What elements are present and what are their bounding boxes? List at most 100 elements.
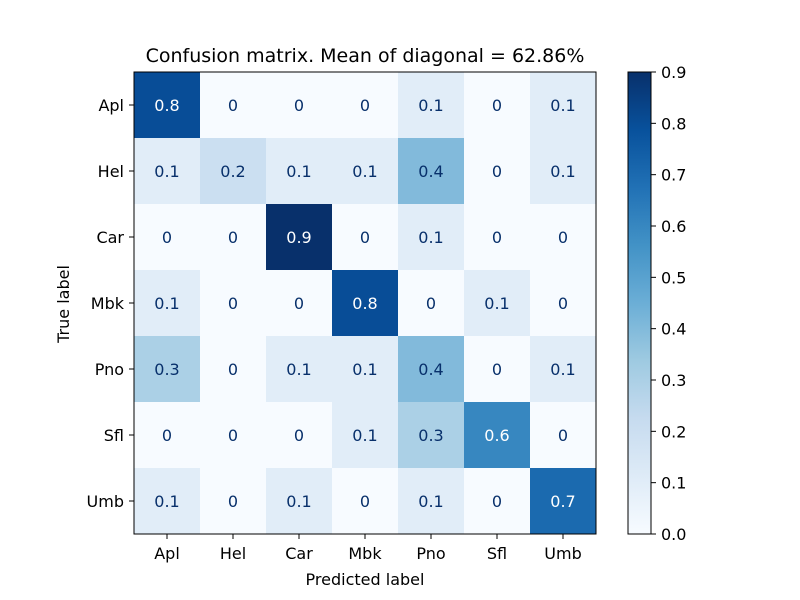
cell-value-label: 0.1 — [418, 228, 443, 247]
heatmap-cell — [332, 270, 399, 337]
heatmap-cell — [134, 270, 201, 337]
heatmap-cell — [266, 468, 333, 535]
heatmap-cell — [398, 270, 465, 337]
heatmap-cell — [200, 72, 267, 139]
heatmap-cells — [134, 72, 597, 535]
y-tick-label: Hel — [98, 162, 124, 181]
cell-value-label: 0.4 — [418, 360, 443, 379]
cell-value-label: 0.1 — [286, 360, 311, 379]
y-tick-label: Apl — [98, 96, 124, 115]
cell-value-label: 0.1 — [154, 162, 179, 181]
y-tick-label: Car — [96, 228, 124, 247]
cell-value-label: 0 — [558, 228, 568, 247]
heatmap-cell — [266, 138, 333, 205]
cell-value-label: 0 — [492, 360, 502, 379]
heatmap-cell — [530, 204, 597, 271]
cell-value-label: 0 — [492, 96, 502, 115]
heatmap-cell — [332, 402, 399, 469]
cell-value-label: 0 — [228, 294, 238, 313]
cell-value-label: 0.1 — [352, 360, 377, 379]
colorbar-tick-label: 0.1 — [661, 474, 686, 493]
y-tick-label: Sfl — [104, 426, 124, 445]
heatmap-cell — [200, 402, 267, 469]
cell-value-label: 0.1 — [484, 294, 509, 313]
heatmap-cell — [266, 402, 333, 469]
cell-value-label: 0.3 — [154, 360, 179, 379]
heatmap-cell — [134, 138, 201, 205]
cell-value-label: 0 — [228, 360, 238, 379]
x-axis-label: Predicted label — [306, 570, 425, 589]
heatmap-cell — [134, 468, 201, 535]
cell-value-label: 0 — [360, 492, 370, 511]
cell-value-label: 0 — [228, 426, 238, 445]
heatmap-cell — [398, 336, 465, 403]
cell-value-label: 0 — [360, 228, 370, 247]
y-tick-label: Mbk — [91, 294, 125, 313]
heatmap-cell — [530, 138, 597, 205]
heatmap-cell — [200, 468, 267, 535]
heatmap-cell — [332, 336, 399, 403]
cell-value-label: 0 — [492, 162, 502, 181]
heatmap-cell — [134, 402, 201, 469]
heatmap-cell — [464, 468, 531, 535]
heatmap-cell — [266, 336, 333, 403]
colorbar-tick-label: 0.2 — [661, 422, 686, 441]
heatmap-cell — [266, 72, 333, 139]
colorbar-tick-label: 0.7 — [661, 166, 686, 185]
cell-value-label: 0.7 — [550, 492, 575, 511]
cell-value-label: 0.1 — [286, 492, 311, 511]
chart-title: Confusion matrix. Mean of diagonal = 62.… — [146, 45, 585, 67]
cell-value-label: 0 — [492, 228, 502, 247]
cell-value-label: 0.1 — [418, 96, 443, 115]
heatmap-cell — [464, 138, 531, 205]
heatmap-cell — [134, 72, 201, 139]
x-tick-label: Umb — [544, 544, 581, 563]
cell-value-label: 0 — [558, 426, 568, 445]
heatmap-cell — [530, 402, 597, 469]
heatmap-cell — [464, 270, 531, 337]
x-tick-label: Car — [285, 544, 313, 563]
colorbar: 0.0 0.1 0.2 0.3 0.4 0.5 0.6 0.7 0.8 0.9 — [627, 63, 686, 544]
cell-value-label: 0.1 — [550, 96, 575, 115]
cell-value-label: 0.1 — [418, 492, 443, 511]
heatmap-cell — [398, 204, 465, 271]
cell-value-label: 0.2 — [220, 162, 245, 181]
heatmap-cell — [464, 72, 531, 139]
cell-value-label: 0 — [162, 228, 172, 247]
cell-value-label: 0.3 — [418, 426, 443, 445]
cell-value-label: 0 — [294, 426, 304, 445]
cell-value-label: 0.1 — [352, 162, 377, 181]
heatmap-cell — [266, 204, 333, 271]
colorbar-tick-label: 0.4 — [661, 320, 686, 339]
heatmap-cell — [398, 402, 465, 469]
cell-value-label: 0 — [426, 294, 436, 313]
y-axis-label: True label — [54, 265, 73, 344]
x-tick-label: Hel — [220, 544, 246, 563]
cell-value-label: 0.8 — [352, 294, 377, 313]
heatmap-cell — [530, 270, 597, 337]
heatmap-cell — [332, 138, 399, 205]
cell-value-label: 0 — [558, 294, 568, 313]
heatmap-cell — [464, 204, 531, 271]
colorbar-tick-label: 0.5 — [661, 268, 686, 287]
cell-value-label: 0.1 — [154, 294, 179, 313]
heatmap-cell — [530, 468, 597, 535]
y-tick-label: Pno — [95, 360, 124, 379]
cell-value-label: 0.6 — [484, 426, 509, 445]
x-tick-label: Mbk — [348, 544, 382, 563]
cell-value-label: 0.1 — [286, 162, 311, 181]
heatmap-cell — [398, 138, 465, 205]
colorbar-tick-label: 0.9 — [661, 63, 686, 82]
cell-value-label: 0.1 — [550, 360, 575, 379]
y-axis-ticks: Apl Hel Car Mbk Pno Sfl Umb — [87, 96, 134, 511]
heatmap-cell — [134, 336, 201, 403]
colorbar-tick-label: 0.6 — [661, 217, 686, 236]
x-tick-label: Sfl — [487, 544, 507, 563]
heatmap-cell — [530, 336, 597, 403]
heatmap-cell — [464, 336, 531, 403]
heatmap-cell — [200, 270, 267, 337]
cell-value-label: 0 — [492, 492, 502, 511]
y-tick-label: Umb — [87, 492, 124, 511]
colorbar-tick-label: 0.3 — [661, 371, 686, 390]
